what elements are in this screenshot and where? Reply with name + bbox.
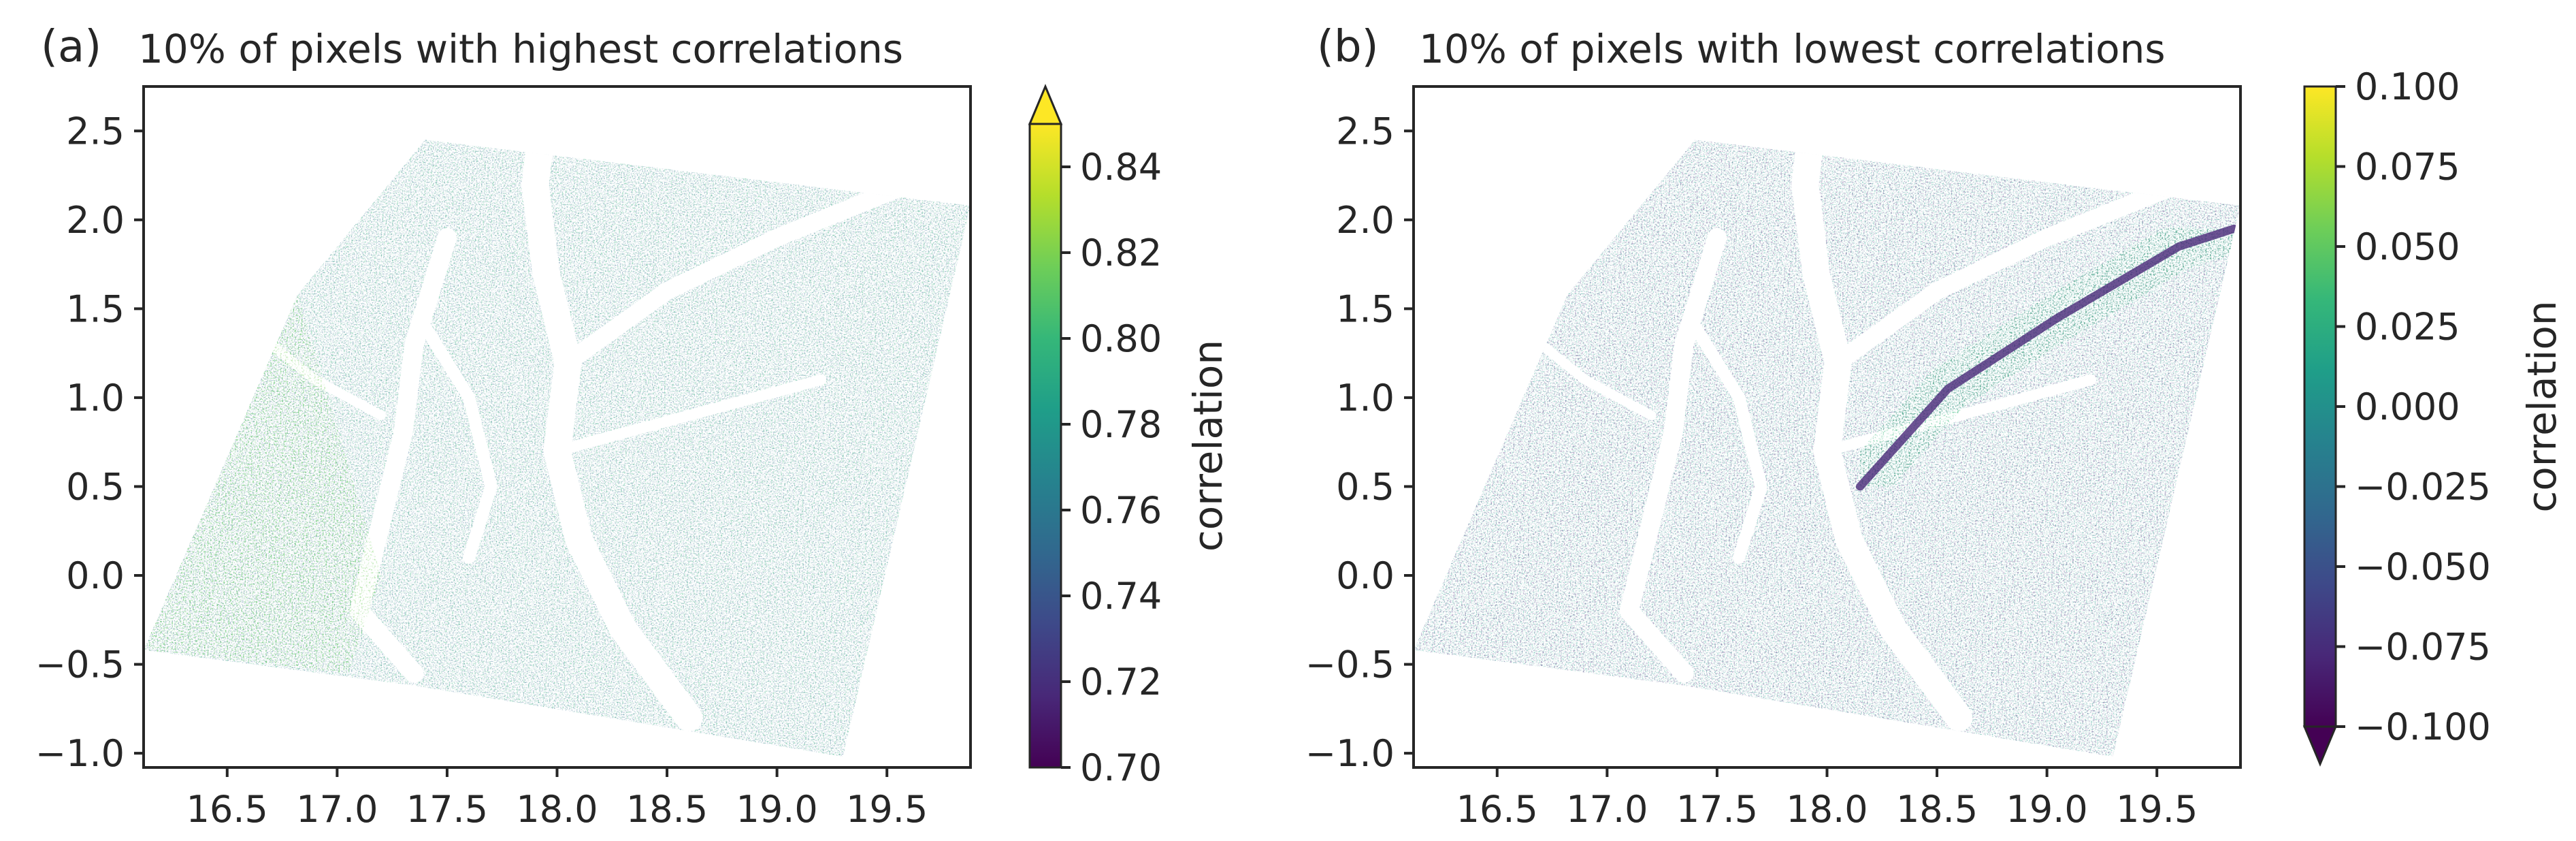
river-channel: [1829, 175, 2188, 371]
y-tick-label: −0.5: [1305, 644, 1395, 686]
y-tick-label: 2.5: [66, 110, 125, 153]
colorbar-label: correlation: [2519, 300, 2565, 512]
x-tick-label: 19.0: [736, 788, 818, 831]
river-channel: [551, 374, 827, 457]
x-tick-label: 18.5: [626, 788, 708, 831]
colorbar-tick-label: 0.76: [1080, 489, 1162, 532]
y-tick-label: 0.0: [66, 554, 125, 597]
colorbar-tick-label: −0.100: [2355, 705, 2491, 748]
x-tick-label: 17.0: [1566, 788, 1648, 831]
colorbar-tick-label: −0.050: [2355, 545, 2491, 588]
colorbar: 0.70 0.72 0.74 0.76 0.78 0.80 0.82 0.84 correlat…: [1028, 84, 1231, 789]
colorbar-tick-label: 0.84: [1080, 146, 1162, 189]
colorbar-gradient: [1030, 124, 1061, 767]
river-channel: [1536, 339, 1656, 420]
river-channel: [559, 175, 918, 371]
y-tick-label: 0.5: [1336, 465, 1395, 508]
panel-label: (a): [41, 22, 101, 72]
chart-title: 10% of pixels with highest correlations: [138, 26, 903, 72]
colorbar: −0.100 −0.075 −0.050 −0.025 0.000 0.025 0.050 0…: [2302, 65, 2565, 767]
map-area: [1414, 140, 2240, 757]
colorbar-tick-label: 0.000: [2355, 385, 2460, 428]
panel-b: (b) 10% of pixels with lowest correlatio…: [1305, 22, 2565, 831]
x-tick-label: 19.5: [2116, 788, 2198, 831]
panel-a: (a) 10% of pixels with highest correlati…: [35, 22, 1231, 831]
x-tick-label: 17.0: [296, 788, 378, 831]
colorbar-tick-label: 0.050: [2355, 225, 2460, 268]
y-tick-label: 1.5: [66, 287, 125, 330]
y-tick-label: 2.0: [1336, 199, 1395, 242]
chart-title: 10% of pixels with lowest correlations: [1419, 26, 2166, 72]
x-tick-label: 18.0: [516, 788, 598, 831]
colorbar-tick-label: 0.100: [2355, 65, 2460, 108]
river-channel: [1791, 140, 1973, 731]
y-tick-label: −1.0: [35, 732, 125, 775]
colorbar-tick-label: 0.80: [1080, 317, 1162, 360]
axis-ticks: 16.5 17.0 17.5 18.0 18.5 19.0 19.5 −1.0 −0.5 0.0 0…: [35, 110, 928, 831]
x-tick-label: 19.0: [2006, 788, 2088, 831]
highlight-ridge: [1856, 224, 2238, 491]
colorbar-tick-label: 0.70: [1080, 746, 1162, 789]
river-channel: [521, 140, 703, 731]
y-tick-label: 2.5: [1336, 110, 1395, 153]
map-area: [144, 140, 971, 757]
x-tick-label: 17.5: [1676, 788, 1758, 831]
river-channel: [419, 320, 498, 564]
y-tick-label: 2.0: [66, 199, 125, 242]
x-tick-label: 18.5: [1896, 788, 1978, 831]
panel-label: (b): [1317, 22, 1379, 72]
dense-region: [144, 294, 381, 673]
y-tick-label: 1.0: [66, 377, 125, 419]
colorbar-tick-label: −0.025: [2355, 466, 2491, 509]
colorbar-extend-min: [2302, 725, 2338, 767]
colorbar-label: correlation: [1185, 340, 1231, 552]
colorbar-tick-label: 0.075: [2355, 146, 2460, 189]
y-tick-label: 1.0: [1336, 377, 1395, 419]
colorbar-tick-label: 0.82: [1080, 232, 1162, 274]
river-channel: [1689, 320, 1767, 564]
colorbar-extend-max: [1028, 84, 1063, 125]
colorbar-tick-label: −0.075: [2355, 626, 2491, 669]
colorbar-tick-label: 0.025: [2355, 306, 2460, 349]
y-tick-label: 1.5: [1336, 287, 1395, 330]
axis-ticks: 16.5 17.0 17.5 18.0 18.5 19.0 19.5 −1.0 −0.5 0.0 0…: [1305, 110, 2198, 831]
colorbar-frame: [1028, 123, 1062, 769]
x-tick-label: 17.5: [406, 788, 488, 831]
y-tick-label: 0.0: [1336, 554, 1395, 597]
colorbar-tick-label: 0.78: [1080, 403, 1162, 446]
colorbar-gradient: [2304, 86, 2336, 727]
x-tick-label: 19.5: [846, 788, 928, 831]
y-tick-label: 0.5: [66, 465, 125, 508]
y-tick-label: −0.5: [35, 644, 125, 686]
colorbar-tick-label: 0.74: [1080, 575, 1162, 618]
x-tick-label: 16.5: [186, 788, 268, 831]
x-tick-label: 16.5: [1456, 788, 1538, 831]
x-tick-label: 18.0: [1786, 788, 1868, 831]
colorbar-tick-label: 0.72: [1080, 661, 1162, 703]
y-tick-label: −1.0: [1305, 732, 1395, 775]
